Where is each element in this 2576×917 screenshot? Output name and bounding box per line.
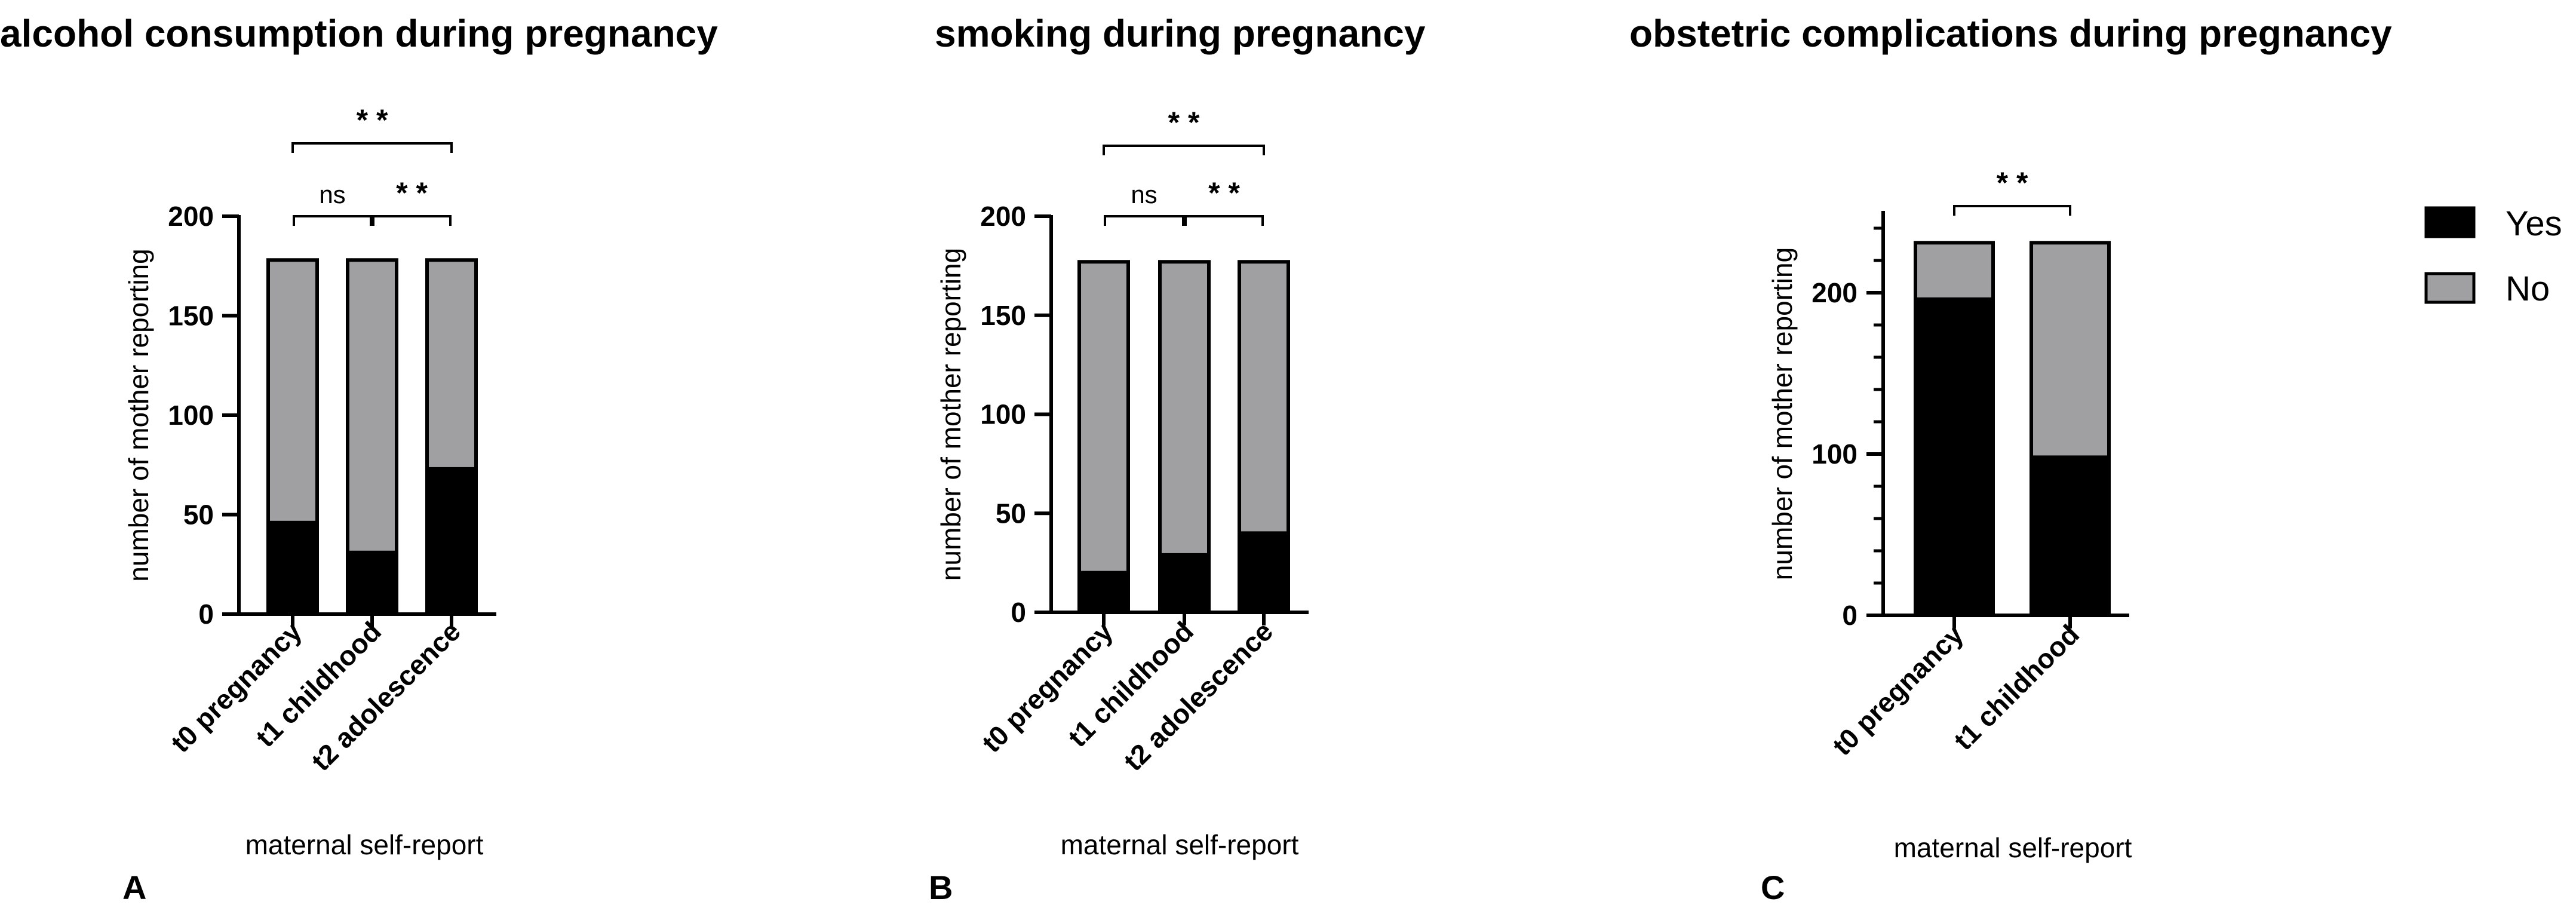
x-axis-label: maternal self-report: [1061, 829, 1299, 860]
legend-swatch-no: [2424, 272, 2476, 304]
bar-yes-2: [1158, 553, 1211, 614]
bar-no-1: [1077, 260, 1130, 575]
bar-yes-2: [2030, 455, 2111, 618]
significance-bracket: [372, 215, 452, 226]
y-axis-label: number of mother reporting: [123, 249, 154, 581]
bar-no-3: [425, 258, 478, 471]
significance-label: * *: [1997, 166, 2028, 200]
significance-label: * *: [1168, 106, 1200, 139]
y-tick-label: 200: [168, 201, 214, 232]
significance-bracket: [1184, 215, 1264, 226]
chart-title: obstetric complications during pregnancy: [1629, 12, 2392, 55]
y-axis-label: number of mother reporting: [935, 248, 966, 581]
y-tick-label: 150: [980, 300, 1026, 331]
y-tick-label: 0: [1011, 597, 1026, 628]
x-tick-label: t1 childhood: [1948, 618, 2085, 756]
significance-label: ns: [1131, 180, 1157, 208]
bar-no-1: [266, 258, 319, 525]
bar-yes-1: [1077, 571, 1130, 615]
bar-no-1: [1914, 241, 1995, 301]
significance-bracket: [291, 142, 453, 153]
significance-bracket: [1103, 145, 1265, 155]
significance-label: * *: [396, 176, 428, 210]
x-tick-label: t2 adolescence: [305, 615, 466, 777]
chart-panel-a: alcohol consumption during pregnancy 0 50…: [0, 12, 718, 906]
significance-bracket: [1953, 205, 2071, 216]
significance-bracket: [293, 215, 372, 226]
y-axis-label: number of mother reporting: [1767, 247, 1798, 580]
legend-label-no: No: [2506, 269, 2550, 308]
y-tick-label: 50: [183, 499, 214, 530]
legend-label-yes: Yes: [2506, 204, 2562, 243]
y-tick-label: 200: [980, 201, 1026, 232]
legend: Yes No: [2424, 204, 2562, 308]
y-tick-label: 0: [1842, 600, 1857, 631]
bar-no-2: [2030, 241, 2111, 459]
y-tick-label: 100: [1812, 438, 1857, 470]
panel-letter: A: [122, 869, 146, 906]
bar-yes-1: [266, 520, 319, 616]
bar-yes-3: [425, 467, 478, 616]
x-axis-label: maternal self-report: [245, 829, 484, 860]
legend-swatch-yes: [2424, 206, 2476, 238]
bar-yes-1: [1914, 297, 1995, 617]
significance-label: * *: [1208, 176, 1240, 210]
panel-letter: B: [929, 869, 953, 906]
y-tick-label: 50: [996, 498, 1026, 529]
bar-no-3: [1238, 260, 1290, 535]
y-tick-label: 150: [168, 300, 214, 332]
chart-title: smoking during pregnancy: [935, 12, 1426, 55]
panel-letter: C: [1761, 869, 1785, 906]
significance-label: * *: [357, 103, 388, 137]
bar-no-2: [346, 258, 398, 554]
bar-no-2: [1158, 260, 1211, 557]
bar-yes-2: [346, 550, 398, 617]
x-tick-label: t0 pregnancy: [1826, 618, 1970, 762]
y-tick-label: 0: [198, 599, 214, 630]
chart-panel-b: smoking during pregnancy 0 50 100 150 200 num…: [929, 12, 1426, 906]
significance-bracket: [1104, 215, 1184, 226]
bar-yes-3: [1238, 531, 1290, 615]
significance-label: ns: [319, 180, 345, 208]
y-tick-label: 100: [980, 399, 1026, 430]
y-tick-label: 100: [168, 400, 214, 431]
chart-title: alcohol consumption during pregnancy: [0, 12, 718, 55]
x-tick-label: t2 adolescence: [1117, 615, 1279, 777]
y-tick-label: 200: [1812, 277, 1857, 308]
x-axis-label: maternal self-report: [1894, 832, 2132, 863]
chart-panel-c: obstetric complications during pregnancy…: [1629, 12, 2392, 906]
